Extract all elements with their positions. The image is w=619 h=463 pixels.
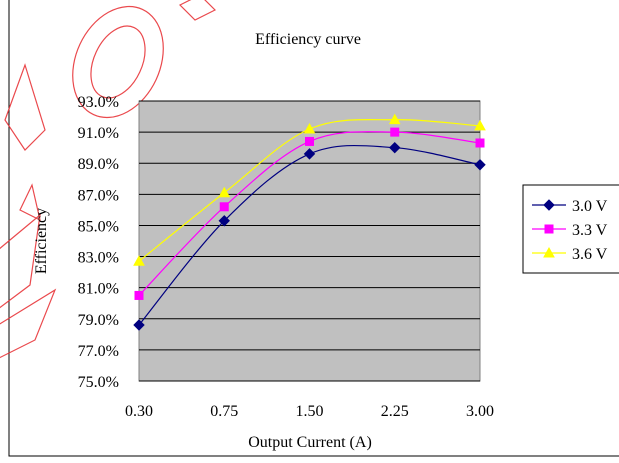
data-point xyxy=(389,141,401,154)
y-tick-label: 81.0% xyxy=(78,281,119,298)
legend-marker xyxy=(543,246,555,258)
x-tick-label: 1.50 xyxy=(296,403,324,420)
data-point xyxy=(474,159,486,171)
series-1 xyxy=(133,141,486,331)
data-point xyxy=(390,127,400,137)
x-tick-label: 0.75 xyxy=(210,403,238,420)
y-axis-tick-labels: 75.0% 77.0% 79.0% 81.0% 83.0% 85.0% 87.0% 89.0%… xyxy=(78,94,119,391)
y-axis-label: Efficiency xyxy=(33,208,50,274)
data-point xyxy=(475,138,485,148)
watermark-letter-shape xyxy=(178,0,217,21)
watermark xyxy=(0,0,217,359)
x-tick-label: 2.25 xyxy=(381,403,409,420)
data-point xyxy=(219,202,229,212)
legend-item: 3.3 V xyxy=(532,222,608,239)
data-point xyxy=(474,119,486,131)
series-2 xyxy=(134,127,485,300)
data-point xyxy=(305,136,314,146)
data-point xyxy=(133,319,145,331)
watermark-letter-shape xyxy=(0,213,41,309)
legend: 3.0 V 3.3 V 3.6 V xyxy=(522,184,619,274)
legend-label: 3.6 V xyxy=(572,246,608,263)
legend-item: 3.6 V xyxy=(532,246,608,263)
data-point xyxy=(218,186,231,198)
y-tick-label: 93.0% xyxy=(78,94,119,111)
legend-item: 3.0 V xyxy=(532,198,608,215)
data-point xyxy=(133,255,145,266)
data-point xyxy=(218,215,230,227)
y-tick-label: 85.0% xyxy=(78,218,119,235)
data-point xyxy=(303,148,316,160)
data-point xyxy=(388,113,401,125)
legend-label: 3.3 V xyxy=(572,222,608,239)
watermark-letter-shape xyxy=(0,288,57,359)
data-point xyxy=(303,122,316,134)
chart-title: Efficiency curve xyxy=(255,31,361,48)
series-3 xyxy=(133,113,486,266)
x-axis-label: Output Current (A) xyxy=(248,434,372,451)
series-layer xyxy=(133,113,486,331)
data-point xyxy=(134,290,144,300)
y-tick-label: 83.0% xyxy=(78,250,119,267)
watermark-letter-shape xyxy=(90,25,146,99)
y-tick-label: 87.0% xyxy=(78,187,119,204)
y-tick-label: 91.0% xyxy=(78,125,119,142)
legend-label: 3.0 V xyxy=(572,198,608,215)
x-axis-tick-labels: 0.30 0.75 1.50 2.25 3.00 xyxy=(125,403,494,420)
y-tick-label: 75.0% xyxy=(78,374,119,391)
y-tick-label: 89.0% xyxy=(78,156,119,173)
x-tick-label: 3.00 xyxy=(466,403,494,420)
watermark-letter-shape xyxy=(72,5,164,119)
plot-area xyxy=(138,100,481,382)
series-line xyxy=(138,144,481,326)
y-tick-label: 79.0% xyxy=(78,312,119,329)
legend-marker xyxy=(544,224,554,234)
y-tick-label: 77.0% xyxy=(78,343,119,360)
x-tick-label: 0.30 xyxy=(125,403,153,420)
legend-marker xyxy=(543,199,555,211)
watermark-letter-shape xyxy=(19,183,41,222)
watermark-letter-shape xyxy=(4,63,46,151)
